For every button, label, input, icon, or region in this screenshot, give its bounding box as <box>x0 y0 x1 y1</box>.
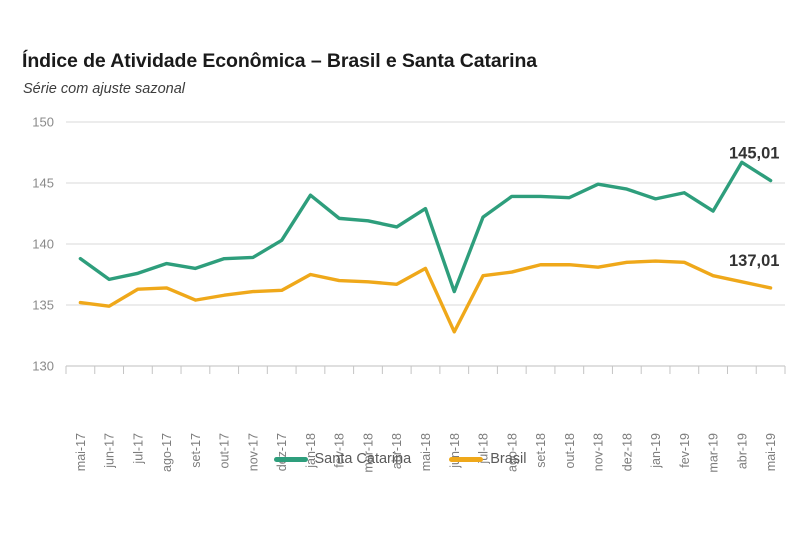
data-value-labels: 145,01 137,01 <box>729 145 779 270</box>
x-tick-label-mar-18: mar-18 <box>361 433 375 473</box>
gridlines <box>66 121 785 367</box>
x-tick-label-abr-19: abr-19 <box>735 433 749 469</box>
y-tick-label-150: 150 <box>32 115 54 130</box>
legend-swatch-brasil <box>449 456 484 462</box>
chart-legend: Santa Catarina Brasil <box>0 451 800 467</box>
value-label-santa-catarina: 145,01 <box>729 145 779 163</box>
y-tick-label-145: 145 <box>32 176 54 191</box>
x-tick-label-fev-18: fev-18 <box>333 433 347 468</box>
chart-subtitle: Série com ajuste sazonal <box>23 81 185 97</box>
legend-item-brasil[interactable]: Brasil <box>449 451 527 467</box>
series-line-santa-catarina <box>78 160 773 294</box>
x-tick-label-mai-17: mai-17 <box>74 433 88 471</box>
x-tick-label-nov-17: nov-17 <box>246 433 260 471</box>
x-tick-label-dez-17: dez-17 <box>275 433 289 471</box>
chart-title: Índice de Atividade Econômica – Brasil e… <box>22 50 538 72</box>
y-axis-tick-labels: 130 135 140 145 150 <box>32 115 54 374</box>
legend-label-santa-catarina: Santa Catarina <box>314 451 412 467</box>
data-series-lines <box>78 160 773 334</box>
x-tick-label-ago-18: ago-18 <box>505 433 519 472</box>
y-tick-label-135: 135 <box>32 298 54 313</box>
x-tick-label-jan-19: jan-19 <box>649 433 663 469</box>
x-axis-tick-labels: mai-17 jun-17 jul-17 ago-17 set-17 out-17 nov-… <box>74 433 778 473</box>
x-tick-label-set-18: set-18 <box>534 433 548 468</box>
series-line-brasil <box>78 259 773 334</box>
y-tick-label-130: 130 <box>32 359 54 374</box>
x-tick-label-jun-17: jun-17 <box>103 433 117 469</box>
x-tick-label-fev-19: fev-19 <box>678 433 692 468</box>
legend-label-brasil: Brasil <box>490 451 527 467</box>
x-tick-label-abr-18: abr-18 <box>390 433 404 469</box>
value-label-brasil: 137,01 <box>729 252 779 270</box>
x-tick-label-out-17: out-17 <box>218 433 232 468</box>
x-tick-label-dez-18: dez-18 <box>620 433 634 471</box>
x-tick-label-ago-17: ago-17 <box>160 433 174 472</box>
x-tick-label-jul-17: jul-17 <box>131 433 145 465</box>
y-tick-label-140: 140 <box>32 237 54 252</box>
x-tick-label-set-17: set-17 <box>189 433 203 468</box>
x-tick-label-mar-19: mar-19 <box>707 433 721 473</box>
x-tick-label-nov-18: nov-18 <box>592 433 606 471</box>
x-tick-label-out-18: out-18 <box>563 433 577 468</box>
x-tick-label-mai-19: mai-19 <box>764 433 778 471</box>
legend-swatch-santa-catarina <box>273 456 308 462</box>
legend-item-santa-catarina[interactable]: Santa Catarina <box>273 451 412 467</box>
x-tick-label-mai-18: mai-18 <box>419 433 433 471</box>
x-axis-tick-marks <box>65 366 786 374</box>
